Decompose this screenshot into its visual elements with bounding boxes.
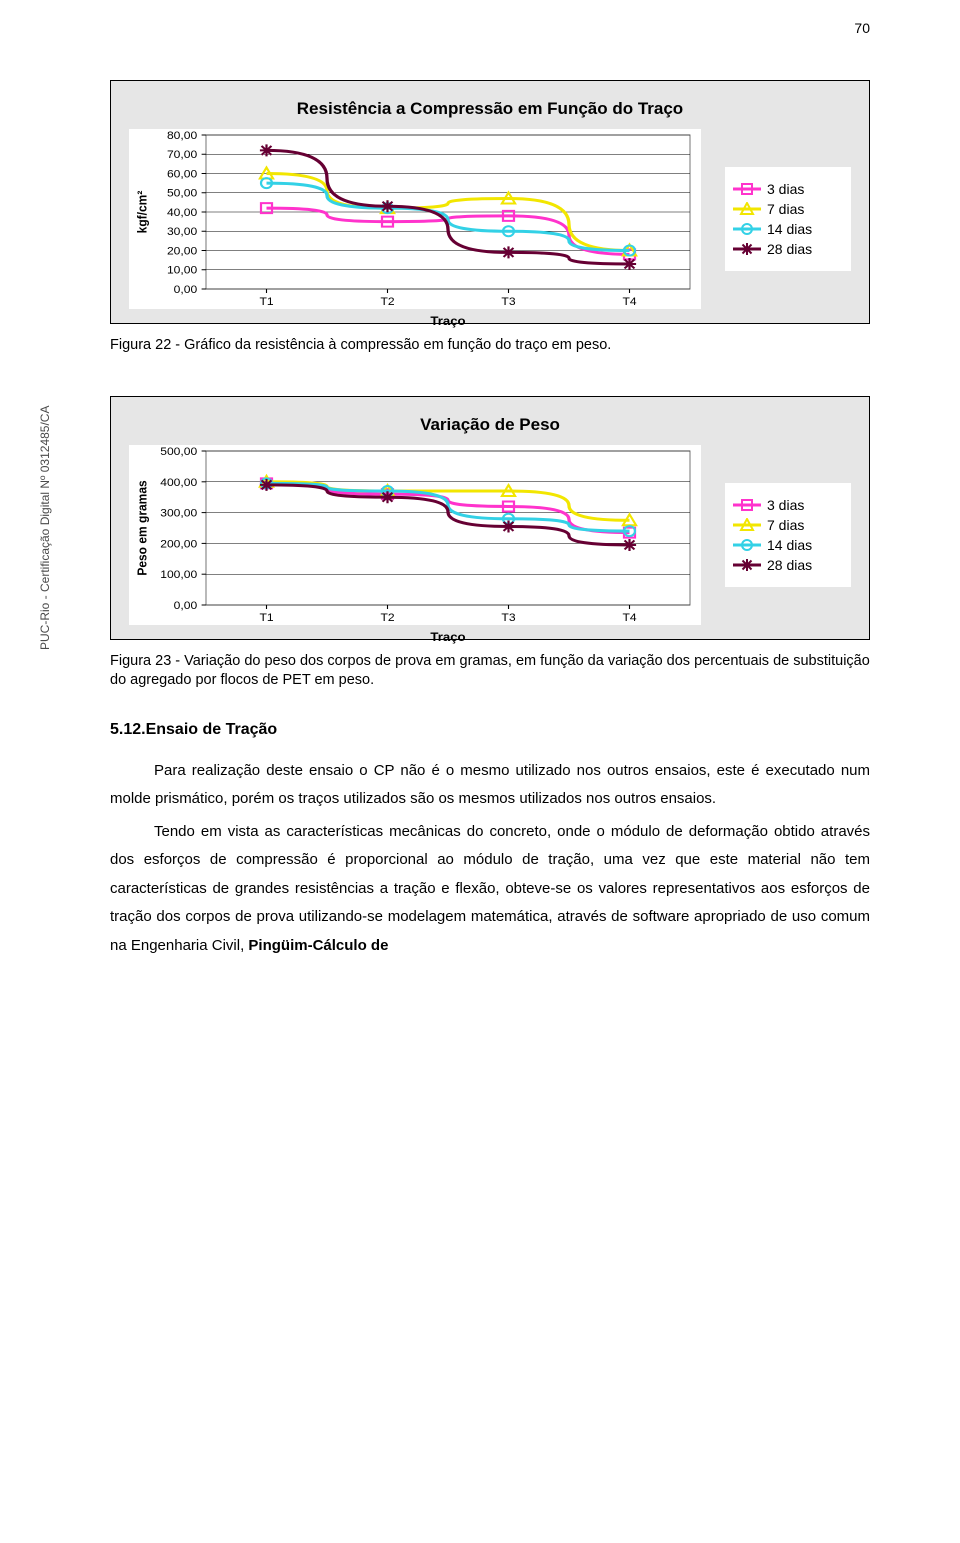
sidebar-certification-label: PUC-Rio - Certificação Digital Nº 031248… <box>38 406 52 650</box>
svg-text:Peso em gramas: Peso em gramas <box>135 480 150 575</box>
page-number: 70 <box>854 20 870 36</box>
legend-swatch-icon <box>733 242 761 256</box>
svg-text:400,00: 400,00 <box>160 477 197 488</box>
caption-figure-22: Figura 22 - Gráfico da resistência à com… <box>110 336 870 356</box>
legend-swatch-icon <box>733 498 761 512</box>
svg-text:T3: T3 <box>501 296 515 307</box>
svg-text:60,00: 60,00 <box>167 169 197 180</box>
legend-item: 7 dias <box>733 517 843 533</box>
chart-compression: Resistência a Compressão em Função do Tr… <box>110 80 870 324</box>
svg-text:70,00: 70,00 <box>167 150 197 161</box>
svg-text:T2: T2 <box>380 296 394 307</box>
legend-item: 3 dias <box>733 181 843 197</box>
chart2-title: Variação de Peso <box>129 415 851 435</box>
svg-text:20,00: 20,00 <box>167 246 197 257</box>
legend-label: 7 dias <box>767 201 804 217</box>
chart1-legend: 3 dias 7 dias 14 dias 28 dias <box>725 167 851 271</box>
svg-text:200,00: 200,00 <box>160 538 197 549</box>
legend-swatch-icon <box>733 182 761 196</box>
svg-text:T1: T1 <box>259 612 273 623</box>
legend-label: 3 dias <box>767 497 804 513</box>
svg-text:Traço: Traço <box>430 630 466 643</box>
svg-text:10,00: 10,00 <box>167 265 197 276</box>
chart-weight-variation: Variação de Peso 0,00 100,00 200,00 300,00 4… <box>110 396 870 640</box>
svg-text:50,00: 50,00 <box>167 188 197 199</box>
svg-text:T4: T4 <box>622 296 637 307</box>
section-heading-5-12: 5.12.Ensaio de Tração <box>110 721 870 739</box>
legend-label: 14 dias <box>767 221 812 237</box>
svg-text:80,00: 80,00 <box>167 130 197 141</box>
chart2-plot: 0,00 100,00 200,00 300,00 400,00 500,00 Peso e… <box>129 445 701 625</box>
legend-label: 3 dias <box>767 181 804 197</box>
chart2-legend: 3 dias 7 dias 14 dias 28 dias <box>725 483 851 587</box>
svg-text:300,00: 300,00 <box>160 508 197 519</box>
legend-item: 28 dias <box>733 557 843 573</box>
svg-text:40,00: 40,00 <box>167 207 197 218</box>
legend-label: 28 dias <box>767 241 812 257</box>
legend-swatch-icon <box>733 558 761 572</box>
svg-text:100,00: 100,00 <box>160 569 197 580</box>
legend-swatch-icon <box>733 518 761 532</box>
svg-text:T4: T4 <box>622 612 637 623</box>
svg-text:500,00: 500,00 <box>160 446 197 457</box>
legend-item: 14 dias <box>733 221 843 237</box>
paragraph: Tendo em vista as características mecâni… <box>110 818 870 961</box>
legend-item: 14 dias <box>733 537 843 553</box>
svg-text:Traço: Traço <box>430 315 466 328</box>
svg-text:T3: T3 <box>501 612 515 623</box>
svg-text:30,00: 30,00 <box>167 227 197 238</box>
body-text-block: Para realização deste ensaio o CP não é … <box>110 757 870 961</box>
legend-swatch-icon <box>733 222 761 236</box>
chart1-plot: 0,00 10,00 20,00 30,00 40,00 50,00 60,00 70,00 8… <box>129 129 701 309</box>
legend-label: 7 dias <box>767 517 804 533</box>
legend-item: 7 dias <box>733 201 843 217</box>
svg-text:T1: T1 <box>259 296 273 307</box>
svg-text:0,00: 0,00 <box>174 284 198 295</box>
svg-text:kgf/cm²: kgf/cm² <box>135 191 150 234</box>
paragraph: Para realização deste ensaio o CP não é … <box>110 757 870 814</box>
legend-label: 14 dias <box>767 537 812 553</box>
chart1-title: Resistência a Compressão em Função do Tr… <box>129 99 851 119</box>
caption-figure-23: Figura 23 - Variação do peso dos corpos … <box>110 652 870 691</box>
legend-swatch-icon <box>733 202 761 216</box>
legend-item: 3 dias <box>733 497 843 513</box>
legend-label: 28 dias <box>767 557 812 573</box>
legend-item: 28 dias <box>733 241 843 257</box>
svg-text:T2: T2 <box>380 612 394 623</box>
legend-swatch-icon <box>733 538 761 552</box>
svg-text:0,00: 0,00 <box>174 600 198 611</box>
